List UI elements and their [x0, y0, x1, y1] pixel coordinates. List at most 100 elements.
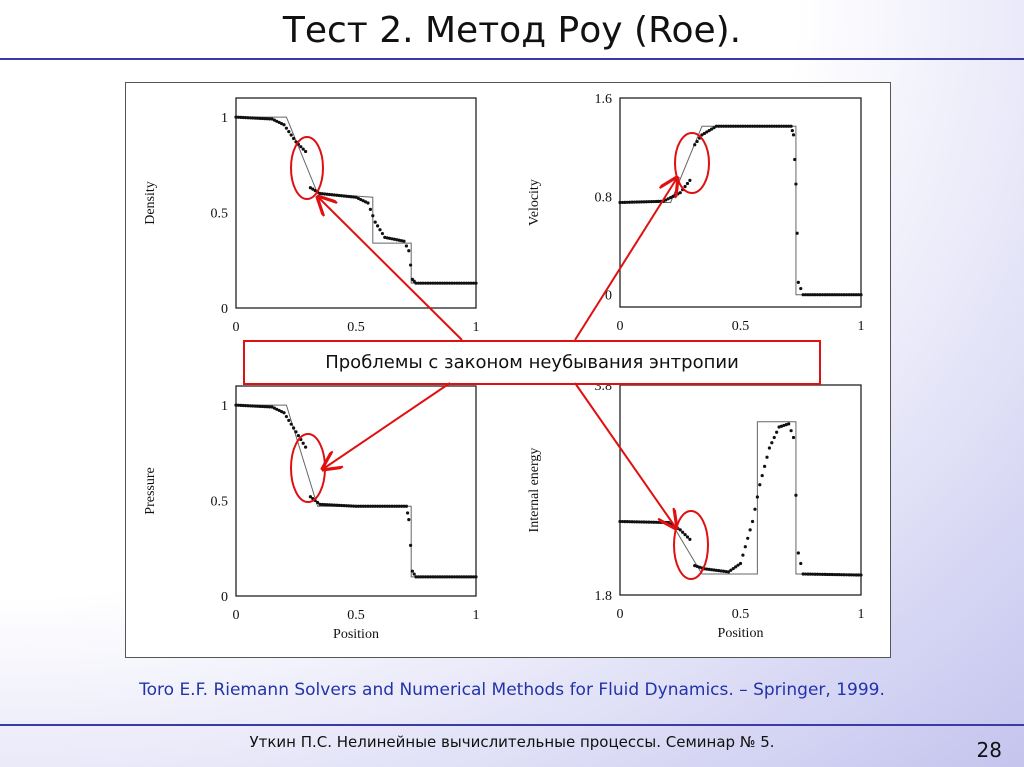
- numerical-point: [741, 124, 745, 128]
- numerical-point: [755, 124, 759, 128]
- numerical-point: [376, 224, 380, 228]
- numerical-point: [770, 441, 774, 445]
- numerical-point: [248, 404, 252, 408]
- x-tick-label: 0.5: [347, 608, 365, 623]
- footer-text: Уткин П.С. Нелинейные вычислительные про…: [249, 733, 775, 751]
- numerical-point: [779, 124, 784, 128]
- numerical-point: [268, 117, 272, 121]
- numerical-point: [236, 115, 240, 119]
- numerical-point: [347, 504, 351, 508]
- numerical-point: [409, 263, 413, 267]
- y-tick-label: 1: [221, 399, 228, 414]
- numerical-point: [406, 511, 410, 515]
- numerical-point: [789, 429, 793, 433]
- numerical-point: [265, 405, 269, 409]
- numerical-point: [763, 124, 767, 128]
- numerical-point: [258, 116, 262, 120]
- numerical-point: [799, 286, 803, 291]
- y-tick-label: 0.5: [211, 495, 229, 510]
- numerical-point: [796, 551, 800, 555]
- numerical-point: [681, 530, 685, 534]
- numerical-point: [241, 403, 245, 408]
- numerical-point: [438, 575, 442, 579]
- numerical-point: [736, 124, 740, 128]
- numerical-point: [354, 504, 358, 508]
- numerical-point: [366, 504, 370, 508]
- numerical-point: [301, 441, 305, 445]
- numerical-point: [709, 568, 714, 572]
- numerical-point: [296, 142, 300, 146]
- numerical-point: [784, 423, 788, 427]
- numerical-point: [371, 214, 375, 218]
- y-axis-label: Internal energy: [527, 448, 542, 533]
- numerical-point: [685, 181, 690, 186]
- numerical-point: [782, 423, 786, 428]
- y-tick-label: 0: [605, 289, 612, 304]
- numerical-point: [344, 504, 348, 508]
- footer-divider: [0, 724, 1024, 726]
- numerical-point: [791, 435, 796, 440]
- numerical-point: [380, 504, 384, 508]
- numerical-point: [260, 116, 264, 121]
- numerical-point: [722, 569, 726, 573]
- numerical-point: [825, 293, 829, 297]
- numerical-point: [678, 191, 682, 195]
- numerical-point: [294, 430, 298, 434]
- numerical-point: [688, 178, 692, 182]
- numerical-point: [734, 565, 738, 569]
- numerical-point: [849, 293, 853, 297]
- numerical-point: [813, 293, 817, 297]
- numerical-point: [332, 503, 336, 507]
- numerical-point: [410, 569, 414, 573]
- numerical-point: [685, 535, 690, 539]
- numerical-point: [373, 220, 377, 224]
- numerical-point: [693, 143, 697, 147]
- numerical-point: [772, 124, 776, 128]
- numerical-point: [714, 124, 719, 128]
- numerical-point: [294, 140, 298, 144]
- numerical-point: [460, 575, 464, 579]
- numerical-point: [842, 573, 846, 577]
- numerical-point: [388, 504, 392, 508]
- numerical-point: [816, 293, 820, 297]
- numerical-point: [813, 572, 817, 576]
- numerical-point: [296, 434, 300, 438]
- numerical-point: [299, 437, 303, 442]
- numerical-point: [775, 430, 779, 434]
- numerical-point: [356, 504, 360, 508]
- numerical-point: [337, 503, 341, 507]
- numerical-point: [847, 293, 851, 297]
- numerical-point: [726, 124, 731, 128]
- numerical-point: [755, 495, 759, 499]
- numerical-point: [419, 575, 423, 579]
- callout-box: Проблемы с законом неубывания энтропии: [243, 340, 821, 385]
- numerical-point: [811, 293, 815, 297]
- numerical-point: [714, 568, 719, 572]
- x-axis-label: Position: [718, 626, 764, 641]
- numerical-point: [736, 563, 740, 567]
- numerical-point: [712, 568, 716, 572]
- numerical-point: [320, 502, 324, 507]
- numerical-point: [801, 293, 805, 297]
- numerical-point: [793, 157, 797, 162]
- numerical-point: [421, 575, 425, 579]
- numerical-point: [304, 445, 308, 449]
- numerical-point: [803, 572, 808, 576]
- numerical-point: [431, 575, 435, 579]
- x-tick-label: 1: [473, 608, 480, 623]
- numerical-point: [748, 124, 752, 128]
- numerical-point: [707, 128, 711, 133]
- numerical-point: [352, 504, 356, 508]
- numerical-point: [395, 504, 399, 508]
- numerical-point: [678, 528, 682, 532]
- numerical-point: [852, 293, 856, 297]
- numerical-point: [823, 293, 827, 297]
- x-tick-label: 1: [473, 320, 480, 335]
- numerical-point: [328, 503, 332, 507]
- numerical-point: [376, 504, 380, 508]
- numerical-point: [806, 293, 810, 297]
- x-tick-label: 0: [617, 319, 624, 334]
- numerical-point: [366, 201, 370, 205]
